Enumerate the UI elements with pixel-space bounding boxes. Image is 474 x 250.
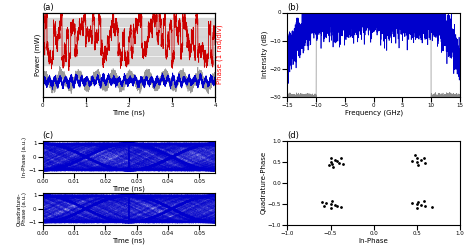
Point bbox=[328, 162, 336, 166]
Point bbox=[327, 206, 334, 210]
Point bbox=[413, 202, 420, 206]
Point bbox=[428, 205, 436, 209]
Y-axis label: Phase (1 rad/div): Phase (1 rad/div) bbox=[217, 25, 223, 84]
Point bbox=[413, 160, 420, 164]
Point bbox=[334, 159, 341, 163]
Point bbox=[413, 156, 420, 160]
Text: (b): (b) bbox=[287, 3, 299, 12]
Point bbox=[417, 158, 425, 162]
Point bbox=[421, 204, 429, 208]
Point bbox=[325, 163, 333, 167]
Point bbox=[327, 160, 334, 164]
Bar bbox=[43, 18, 215, 26]
X-axis label: Time (ns): Time (ns) bbox=[112, 186, 145, 192]
Text: (a): (a) bbox=[43, 3, 55, 12]
Point bbox=[413, 206, 420, 210]
Text: (d): (d) bbox=[287, 131, 299, 140]
Y-axis label: Quadrature-Phase: Quadrature-Phase bbox=[260, 151, 266, 214]
X-axis label: Time (ns): Time (ns) bbox=[112, 110, 145, 116]
Point bbox=[421, 160, 429, 164]
Point bbox=[409, 201, 416, 205]
Point bbox=[329, 165, 337, 169]
Point bbox=[411, 154, 419, 158]
Point bbox=[320, 204, 328, 208]
Point bbox=[409, 159, 416, 163]
Point bbox=[337, 156, 345, 160]
Point bbox=[340, 162, 347, 166]
Point bbox=[417, 203, 425, 207]
Point bbox=[420, 156, 428, 160]
Point bbox=[318, 200, 326, 204]
X-axis label: Time (ns): Time (ns) bbox=[112, 238, 145, 244]
Y-axis label: Intensity (dB): Intensity (dB) bbox=[262, 31, 268, 78]
Text: (c): (c) bbox=[43, 131, 54, 140]
Bar bbox=[43, 38, 215, 46]
Point bbox=[420, 198, 428, 202]
Point bbox=[331, 158, 338, 162]
X-axis label: In-Phase: In-Phase bbox=[359, 238, 389, 244]
Bar bbox=[43, 47, 215, 55]
Y-axis label: Quadrature-
Phase (a.u.): Quadrature- Phase (a.u.) bbox=[16, 192, 27, 226]
Bar bbox=[43, 28, 215, 36]
Point bbox=[415, 163, 422, 167]
X-axis label: Frequency (GHz): Frequency (GHz) bbox=[345, 110, 402, 116]
Point bbox=[415, 200, 422, 204]
Point bbox=[322, 201, 330, 205]
Point bbox=[328, 198, 336, 202]
Y-axis label: Power (mW): Power (mW) bbox=[35, 34, 41, 76]
Point bbox=[337, 205, 345, 209]
Point bbox=[335, 160, 343, 164]
Y-axis label: In-Phase (a.u.): In-Phase (a.u.) bbox=[22, 137, 27, 177]
Point bbox=[327, 156, 334, 160]
Point bbox=[334, 204, 341, 208]
Bar bbox=[43, 57, 215, 65]
Point bbox=[327, 202, 334, 206]
Point bbox=[331, 203, 338, 207]
